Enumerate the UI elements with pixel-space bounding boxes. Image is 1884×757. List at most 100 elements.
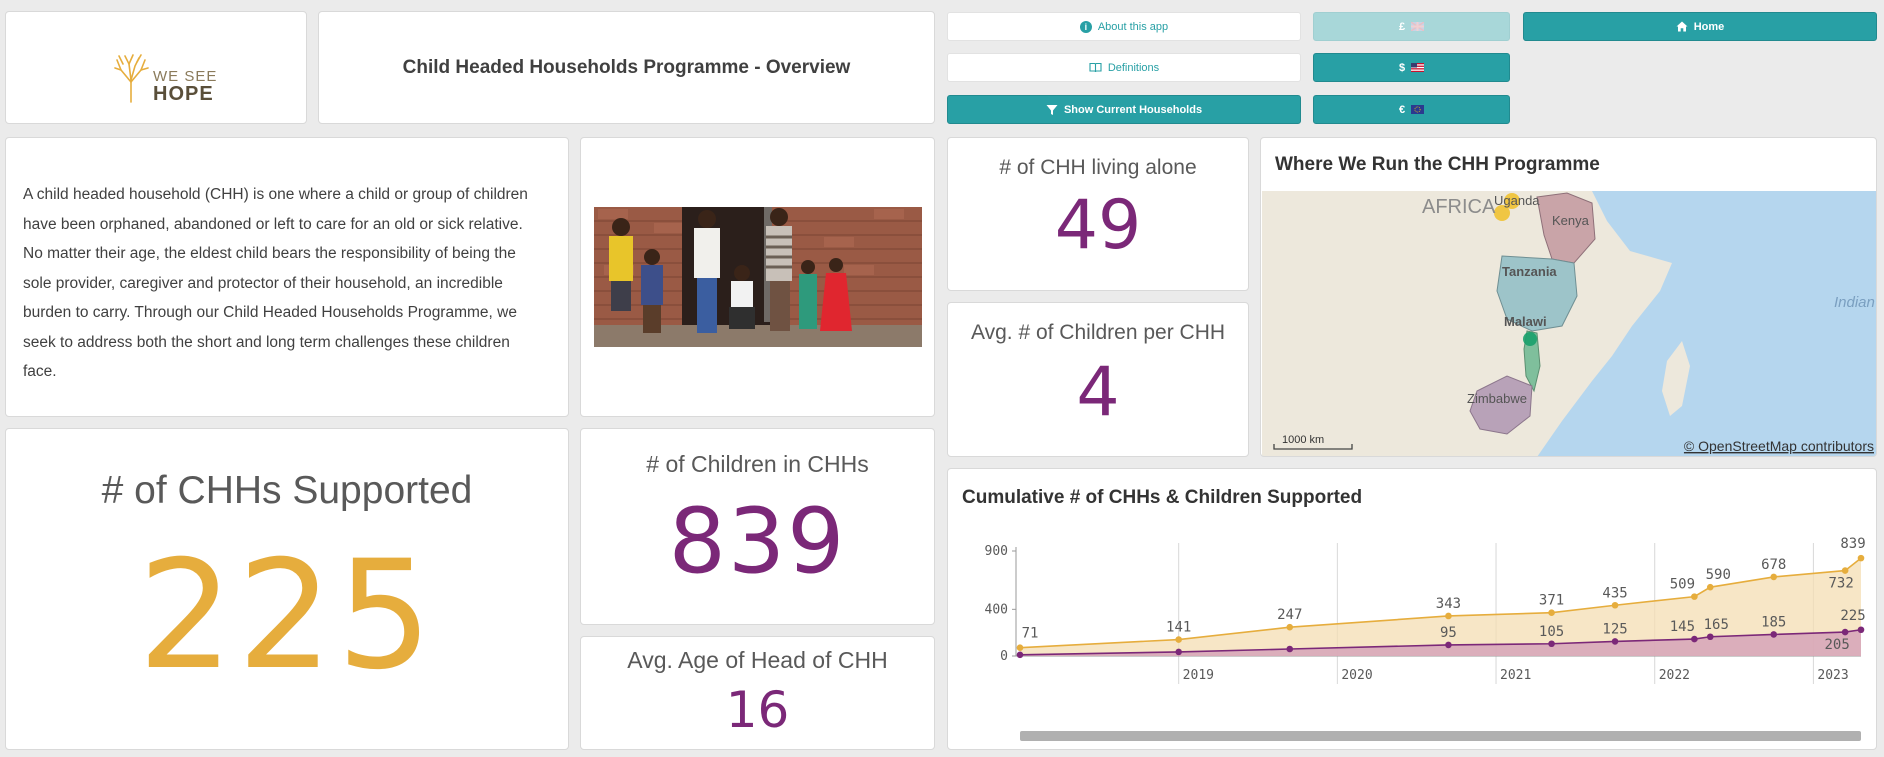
data-point-chhs [1841,628,1849,636]
map-title: Where We Run the CHH Programme [1275,154,1600,175]
data-label-children: 343 [1436,596,1461,612]
filter-icon [1046,104,1058,115]
chart-scrollbar[interactable] [1020,731,1861,741]
data-label-children: 839 [1840,536,1865,552]
show-current-label: Show Current Households [1063,103,1203,116]
data-point-children [1175,636,1182,643]
kpi-living-alone-value: 49 [1054,186,1142,265]
data-label-chhs: 95 [1440,625,1457,641]
description-text: A child headed household (CHH) is one wh… [23,186,528,380]
book-icon [1089,62,1102,73]
x-tick-label: 2019 [1183,668,1214,683]
zimbabwe-region[interactable] [1469,375,1533,435]
data-point-chhs [1548,640,1555,648]
x-tick-label: 2020 [1341,668,1372,683]
about-app-button[interactable]: i About this app [947,12,1301,41]
data-label-children: 71 [1022,626,1039,642]
home-label: Home [1693,20,1725,33]
logo-line1: WE SEE [153,68,218,85]
data-point-children [1445,612,1452,620]
kpi-avg-age-label: Avg. Age of Head of CHH [627,647,888,673]
kpi-avg-age-card: Avg. Age of Head of CHH 16 [580,636,935,750]
currency-gbp-button[interactable]: £ [1313,12,1510,41]
data-point-chhs [1691,635,1698,643]
map-attribution[interactable]: © OpenStreetMap contributors [1684,438,1874,454]
logo-line2: HOPE [153,83,214,105]
cumulative-chart-card: Cumulative # of CHHs & Children Supporte… [947,468,1877,750]
uganda-marker[interactable] [1504,193,1520,209]
tree-icon [114,54,149,103]
x-tick-label: 2021 [1500,668,1531,683]
data-point-chhs [1857,626,1865,634]
x-tick-label: 2023 [1817,668,1848,683]
data-label-chhs: 225 [1840,608,1865,624]
data-label-children: 678 [1761,557,1786,573]
cumulative-chart[interactable]: 900 400 0 2019 2020 2021 2022 2023 71 141 247 343 37… [948,519,1878,749]
currency-usd-button[interactable]: $ [1313,53,1510,82]
home-button[interactable]: Home [1523,12,1877,41]
map-label-kenya: Kenya [1552,213,1590,228]
data-point-chhs [1770,631,1778,638]
title-card: Child Headed Households Programme - Over… [318,11,935,124]
chart-title: Cumulative # of CHHs & Children Supporte… [962,487,1363,508]
data-point-children [1611,601,1619,609]
data-label-children: 371 [1539,593,1564,609]
y-tick-label: 400 [985,602,1008,617]
map-card: Where We Run the CHH Programme AFRICA Ug… [1260,137,1877,457]
series-area-chhs [1020,629,1861,656]
uk-flag-icon [1411,22,1425,31]
kpi-avg-children-label: Avg. # of Children per CHH [970,321,1226,344]
data-label-chhs: 165 [1704,617,1729,633]
data-label-children: 435 [1602,585,1627,601]
map-label-zimbabwe: Zimbabwe [1467,391,1527,406]
kpi-avg-age-value: 16 [725,681,790,739]
we-see-hope-logo: WE SEE HOPE [111,52,217,104]
kpi-children-label: # of Children in CHHs [646,451,869,477]
kpi-living-alone-card: # of CHH living alone 49 [947,137,1249,291]
data-point-chhs [1445,641,1452,649]
data-label-chhs: 205 [1824,637,1849,653]
y-tick-label: 900 [985,544,1008,559]
map-label-malawi: Malawi [1504,314,1547,329]
kpi-avg-children-value: 4 [1076,353,1120,432]
currency-eur-button[interactable]: € [1313,95,1510,124]
tanzania-region[interactable] [1496,255,1578,332]
kenya-region[interactable] [1536,192,1596,264]
kpi-children-card: # of Children in CHHs 839 [580,428,935,625]
show-current-households-button[interactable]: Show Current Households [947,95,1301,124]
us-flag-icon [1411,63,1425,72]
data-point-children [1841,567,1849,574]
dollar-label: $ [1398,61,1406,74]
data-label-chhs: 105 [1539,624,1564,640]
kpi-supported-card: # of CHHs Supported 225 [5,428,569,750]
data-point-chhs [1286,645,1294,653]
children-photo [594,207,922,347]
eu-flag-icon [1411,105,1425,114]
series-area-children [1020,558,1861,656]
data-label-children: 141 [1166,620,1191,636]
data-point-chhs [1016,651,1024,659]
malawi-region[interactable] [1523,330,1541,393]
pound-label: £ [1398,20,1406,33]
definitions-button[interactable]: Definitions [947,53,1301,82]
data-point-children [1548,609,1555,617]
kpi-supported-value: 225 [137,529,437,703]
data-label-chhs: 125 [1602,621,1627,637]
malawi-marker[interactable] [1523,332,1537,346]
euro-label: € [1398,103,1406,116]
map-scale-bar [1273,444,1353,450]
kpi-avg-children-card: Avg. # of Children per CHH 4 [947,302,1249,457]
data-point-chhs [1611,638,1619,645]
data-point-children [1016,644,1024,652]
photo-card [580,137,935,417]
uganda-marker-2[interactable] [1494,205,1510,221]
logo-card: WE SEE HOPE [5,11,307,124]
data-point-children [1706,583,1714,591]
data-label-children: 590 [1706,567,1731,583]
programme-map[interactable]: AFRICA Uganda Kenya Tanzania Malawi Zimb… [1262,191,1877,457]
kpi-supported-label: # of CHHs Supported [101,469,473,512]
data-point-chhs [1706,633,1714,641]
map-label-uganda: Uganda [1494,193,1540,208]
data-point-children [1770,573,1778,581]
data-label-chhs: 145 [1670,619,1695,635]
